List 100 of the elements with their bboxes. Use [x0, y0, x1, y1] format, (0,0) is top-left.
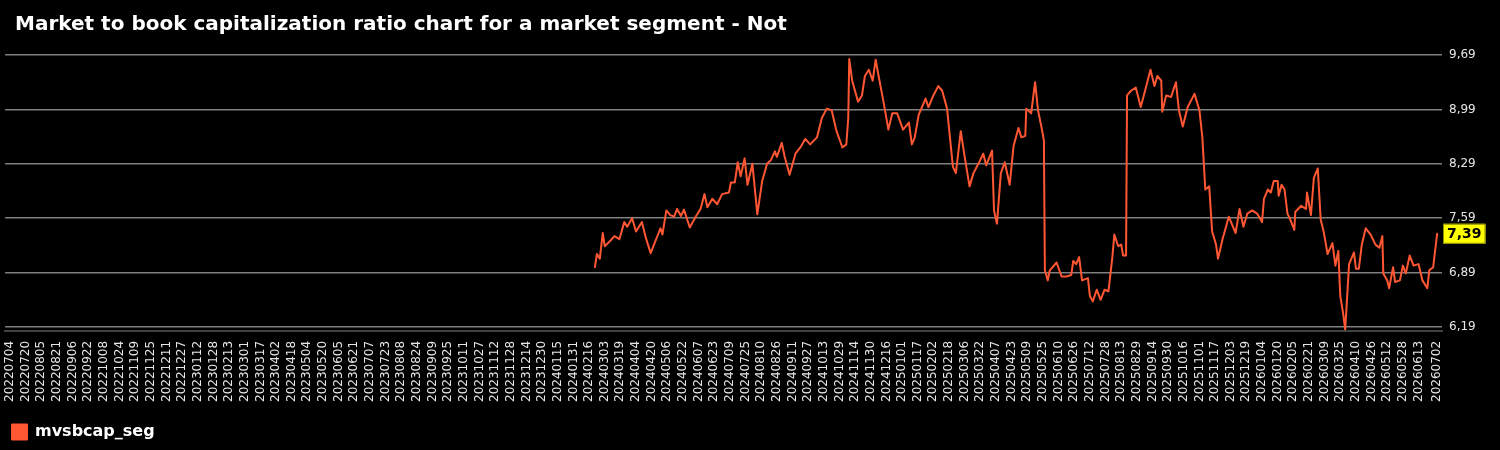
x-tick-label: 20250712: [1081, 340, 1096, 402]
x-tick-label: 20230418: [283, 340, 298, 402]
x-tick-label: 20221024: [111, 340, 126, 402]
x-tick-label: 20260104: [1254, 340, 1269, 402]
x-tick-label: 20240506: [659, 340, 674, 402]
x-tick-label: 20240303: [596, 340, 611, 402]
y-tick-label: 6,19: [1449, 319, 1476, 334]
x-tick-label: 20250202: [925, 340, 940, 402]
x-tick-label: 20260205: [1285, 340, 1300, 402]
x-tick-label: 20260528: [1395, 340, 1409, 402]
x-tick-label: 20230605: [330, 340, 345, 402]
x-tick-label: 20230112: [189, 340, 204, 402]
x-tick-label: 20240319: [612, 340, 627, 402]
x-tick-label: 20230808: [393, 340, 408, 402]
x-tick-label: 20251016: [1175, 340, 1190, 402]
x-tick-label: 20250218: [941, 340, 956, 402]
x-tick-label: 20240911: [784, 340, 799, 402]
x-tick-label: 20241216: [878, 340, 893, 402]
x-tick-label: 20230301: [236, 340, 251, 402]
x-tick-label: 20260221: [1301, 340, 1316, 402]
x-tick-label: 20231112: [487, 340, 502, 402]
x-tick-label: 20260309: [1316, 340, 1331, 402]
x-tick-label: 20250525: [1035, 340, 1050, 402]
x-tick-label: 20240927: [800, 340, 815, 402]
x-tick-label: 20241029: [831, 340, 846, 402]
x-tick-label: 20240709: [722, 340, 737, 402]
x-tick-label: 20220906: [64, 340, 79, 402]
x-tick-label: 20231214: [518, 340, 533, 402]
x-tick-label: 20230925: [440, 340, 455, 402]
x-tick-label: 20240725: [737, 340, 752, 402]
x-tick-label: 20260426: [1363, 340, 1378, 402]
x-tick-label: 20240131: [565, 340, 580, 402]
x-tick-label: 20221008: [96, 340, 111, 402]
x-tick-label: 20250423: [1003, 340, 1018, 402]
x-tick-label: 20260702: [1429, 340, 1444, 402]
x-tick-label: 20260512: [1379, 340, 1394, 402]
x-tick-label: 20250306: [956, 340, 971, 402]
y-tick-label: 8,99: [1449, 101, 1476, 116]
x-tick-label: 20250610: [1050, 340, 1065, 402]
x-tick-label: 20220821: [49, 340, 64, 402]
x-tick-label: 20220704: [2, 340, 17, 402]
x-tick-label: 20221211: [158, 340, 173, 402]
x-tick-label: 20230723: [377, 340, 392, 402]
x-tick-label: 20230128: [205, 340, 220, 402]
x-tick-label: 20250407: [988, 340, 1003, 402]
x-tick-label: 20240216: [581, 340, 596, 402]
x-tick-label: 20240607: [690, 340, 705, 402]
x-tick-label: 20250322: [972, 340, 987, 402]
x-tick-label: 20241130: [862, 340, 877, 402]
x-tick-label: 20250509: [1019, 340, 1034, 402]
x-tick-label: 20230317: [252, 340, 267, 402]
x-tick-label: 20230504: [299, 340, 314, 402]
x-tick-label: 20250626: [1066, 340, 1081, 402]
x-tick-label: 20230213: [221, 340, 236, 402]
x-tick-label: 20230707: [362, 340, 377, 402]
legend-label: mvsbcap_seg: [35, 421, 155, 441]
x-tick-label: 20240810: [753, 340, 768, 402]
x-tick-label: 20240522: [675, 340, 690, 402]
x-tick-label: 20260120: [1269, 340, 1284, 402]
x-tick-label: 20240115: [549, 340, 564, 402]
x-tick-label: 20251117: [1207, 340, 1222, 402]
x-tick-label: 20241013: [815, 340, 830, 402]
x-tick-label: 20250914: [1144, 340, 1159, 402]
x-tick-label: 20240623: [706, 340, 721, 402]
x-tick-label: 20260410: [1348, 340, 1363, 402]
x-tick-label: 20251101: [1191, 340, 1206, 402]
x-tick-label: 20250117: [909, 340, 924, 402]
x-tick-label: 20231128: [502, 340, 517, 402]
x-tick-label: 20231230: [534, 340, 549, 402]
x-tick-label: 20231027: [471, 340, 486, 402]
x-tick-label: 20220720: [17, 340, 32, 402]
x-tick-label: 20230824: [409, 340, 424, 402]
x-tick-label: 20250101: [894, 340, 909, 402]
x-tick-label: 20260325: [1332, 340, 1347, 402]
x-tick-label: 20240404: [628, 340, 643, 402]
y-tick-label: 6,89: [1449, 264, 1476, 279]
x-tick-label: 20251203: [1222, 340, 1237, 402]
x-tick-label: 20221109: [127, 340, 142, 402]
annotation: 7,39: [1447, 225, 1482, 242]
x-tick-label: 20220922: [80, 340, 95, 402]
x-tick-label: 20221125: [142, 340, 157, 402]
x-tick-label: 20250728: [1097, 340, 1112, 402]
x-tick-label: 20240826: [768, 340, 783, 402]
x-tick-label: 20220805: [33, 340, 48, 402]
x-tick-label: 20230402: [268, 340, 283, 402]
y-tick-label: 9,69: [1449, 47, 1476, 62]
x-tick-label: 20260613: [1410, 340, 1425, 402]
x-tick-label: 20251219: [1238, 340, 1253, 402]
x-tick-label: 20241114: [847, 340, 862, 402]
x-tick-label: 20231011: [455, 340, 470, 402]
x-tick-label: 20240420: [643, 340, 658, 402]
x-tick-label: 20230621: [346, 340, 361, 402]
y-tick-label: 7,59: [1449, 210, 1476, 225]
x-tick-label: 20250829: [1128, 340, 1143, 402]
x-tick-label: 20250930: [1160, 340, 1175, 402]
y-tick-label: 8,29: [1449, 155, 1476, 170]
chart-title: Market to book capitalization ratio chart for a market segment - Not: [15, 11, 788, 36]
x-tick-label: 20221227: [174, 340, 189, 402]
x-tick-label: 20250813: [1113, 340, 1128, 402]
x-tick-label: 20230909: [424, 340, 439, 402]
